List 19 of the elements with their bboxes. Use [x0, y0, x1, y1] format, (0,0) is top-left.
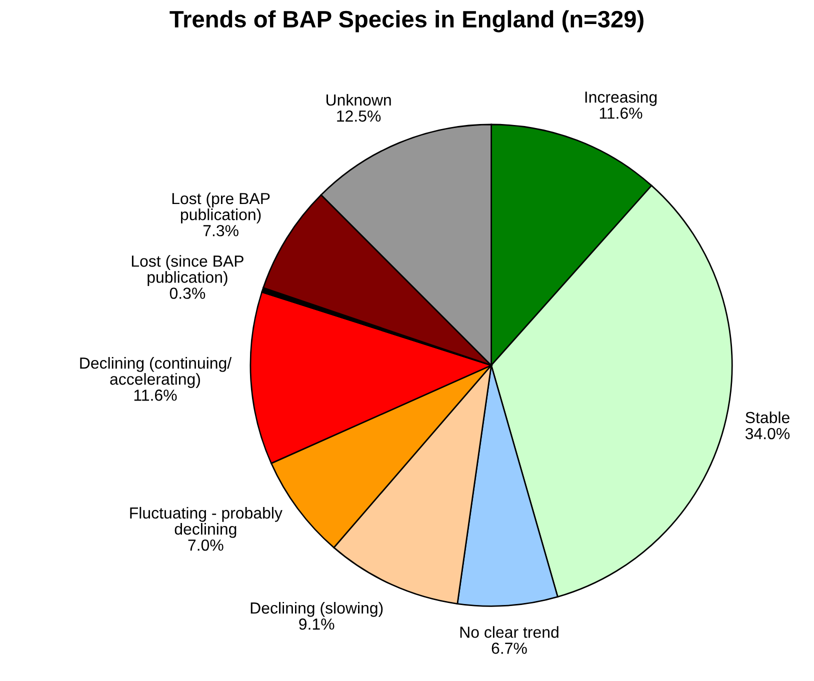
- data-label: 11.6%: [600, 108, 642, 119]
- data-label: 7.3%: [203, 225, 238, 236]
- slice-label: No clear trend: [460, 626, 558, 638]
- data-label: 6.7%: [492, 642, 527, 654]
- slice-label: Increasing: [585, 91, 657, 106]
- data-label: 9.1%: [299, 618, 334, 630]
- slice-label: Unknown: [326, 94, 391, 106]
- slice-label: Declining (slowing): [250, 602, 383, 617]
- slice-label: Fluctuating - probably declining: [130, 506, 282, 538]
- slice-label: Stable: [746, 411, 790, 424]
- data-label: 0.3%: [170, 288, 206, 299]
- data-label: 11.6%: [134, 390, 177, 401]
- data-label: 34.0%: [745, 428, 790, 440]
- data-label: 12.5%: [337, 110, 381, 122]
- chart-title: Trends of BAP Species in England (n=329): [170, 10, 644, 32]
- slice-label: Lost (pre BAP publication): [172, 192, 270, 224]
- slice-label: Declining (continuing/ accelerating): [80, 357, 232, 388]
- data-label: 7.0%: [188, 539, 224, 551]
- slice-label: Lost (since BAP publication): [132, 255, 244, 286]
